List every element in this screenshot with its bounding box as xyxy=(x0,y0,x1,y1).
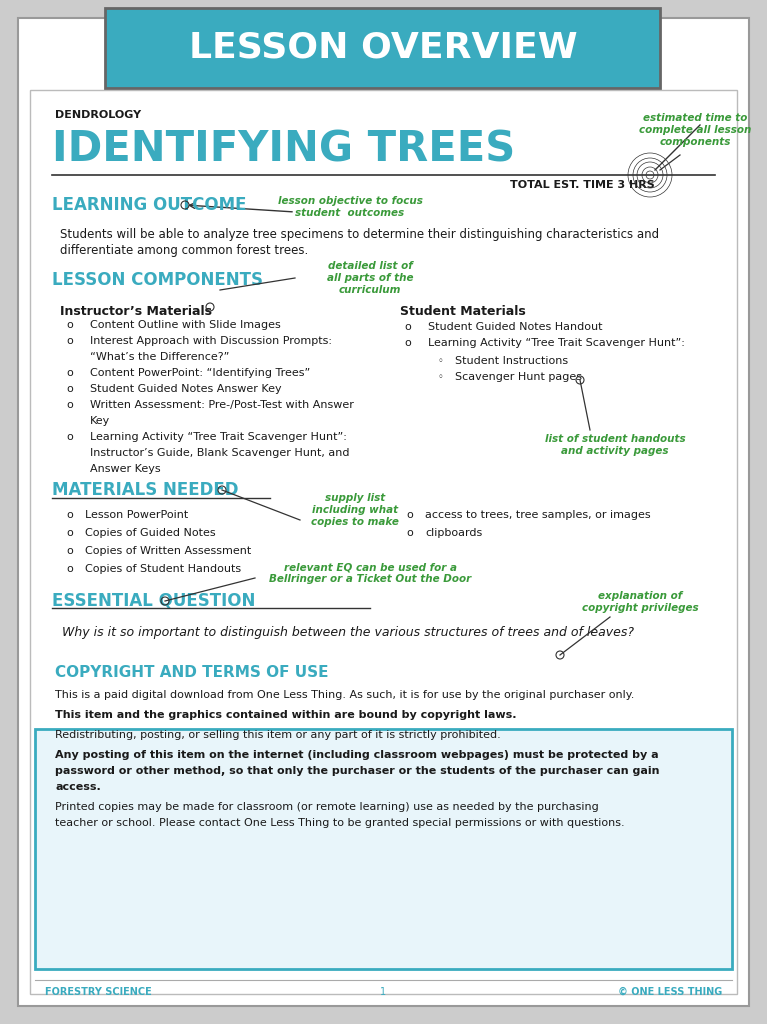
Text: Student Materials: Student Materials xyxy=(400,305,525,318)
Text: © ONE LESS THING: © ONE LESS THING xyxy=(617,987,722,997)
Text: This item and the graphics contained within are bound by copyright laws.: This item and the graphics contained wit… xyxy=(55,710,516,720)
Text: ◦: ◦ xyxy=(437,356,443,366)
Text: differentiate among common forest trees.: differentiate among common forest trees. xyxy=(60,244,308,257)
Text: Redistributing, posting, or selling this item or any part of it is strictly proh: Redistributing, posting, or selling this… xyxy=(55,730,501,740)
Text: Learning Activity “Tree Trait Scavenger Hunt”:: Learning Activity “Tree Trait Scavenger … xyxy=(90,432,347,442)
Text: Content PowerPoint: “Identifying Trees”: Content PowerPoint: “Identifying Trees” xyxy=(90,368,310,378)
Text: Learning Activity “Tree Trait Scavenger Hunt”:: Learning Activity “Tree Trait Scavenger … xyxy=(428,338,685,348)
Text: Written Assessment: Pre-/Post-Test with Answer: Written Assessment: Pre-/Post-Test with … xyxy=(90,400,354,410)
Text: estimated time to
complete all lesson
components: estimated time to complete all lesson co… xyxy=(639,114,751,146)
Text: Copies of Student Handouts: Copies of Student Handouts xyxy=(85,564,241,574)
Text: LESSON OVERVIEW: LESSON OVERVIEW xyxy=(189,31,578,65)
Text: o: o xyxy=(67,384,74,394)
Text: lesson objective to focus
student  outcomes: lesson objective to focus student outcom… xyxy=(278,197,423,218)
Text: o: o xyxy=(67,528,74,538)
Text: o: o xyxy=(67,564,74,574)
Text: Student Guided Notes Handout: Student Guided Notes Handout xyxy=(428,322,603,332)
Text: Students will be able to analyze tree specimens to determine their distinguishin: Students will be able to analyze tree sp… xyxy=(60,228,659,241)
Text: ESSENTIAL QUESTION: ESSENTIAL QUESTION xyxy=(52,591,255,609)
Text: o: o xyxy=(405,338,411,348)
Text: explanation of
copyright privileges: explanation of copyright privileges xyxy=(581,591,698,612)
Text: Answer Keys: Answer Keys xyxy=(90,464,160,474)
Text: TOTAL EST. TIME 3 HRS: TOTAL EST. TIME 3 HRS xyxy=(510,180,655,190)
Text: DENDROLOGY: DENDROLOGY xyxy=(55,110,141,120)
Text: o: o xyxy=(407,510,413,520)
Text: Copies of Guided Notes: Copies of Guided Notes xyxy=(85,528,216,538)
Text: Scavenger Hunt pages: Scavenger Hunt pages xyxy=(455,372,582,382)
Text: Student Instructions: Student Instructions xyxy=(455,356,568,366)
Text: Why is it so important to distinguish between the various structures of trees an: Why is it so important to distinguish be… xyxy=(62,626,634,639)
Text: LEARNING OUTCOME: LEARNING OUTCOME xyxy=(52,196,246,214)
Text: COPYRIGHT AND TERMS OF USE: COPYRIGHT AND TERMS OF USE xyxy=(55,665,328,680)
Text: access to trees, tree samples, or images: access to trees, tree samples, or images xyxy=(425,510,650,520)
Text: Instructor’s Materials: Instructor’s Materials xyxy=(60,305,212,318)
Text: LESSON COMPONENTS: LESSON COMPONENTS xyxy=(52,271,263,289)
Text: Student Guided Notes Answer Key: Student Guided Notes Answer Key xyxy=(90,384,281,394)
Text: password or other method, so that only the purchaser or the students of the purc: password or other method, so that only t… xyxy=(55,766,660,776)
Text: supply list
including what
copies to make: supply list including what copies to mak… xyxy=(311,494,399,526)
Text: Content Outline with Slide Images: Content Outline with Slide Images xyxy=(90,319,281,330)
Text: Instructor’s Guide, Blank Scavenger Hunt, and: Instructor’s Guide, Blank Scavenger Hunt… xyxy=(90,449,350,458)
Text: list of student handouts
and activity pages: list of student handouts and activity pa… xyxy=(545,434,685,456)
Text: o: o xyxy=(67,400,74,410)
Text: Any posting of this item on the internet (including classroom webpages) must be : Any posting of this item on the internet… xyxy=(55,750,659,760)
Bar xyxy=(30,90,737,994)
Text: access.: access. xyxy=(55,782,100,792)
Text: Interest Approach with Discussion Prompts:: Interest Approach with Discussion Prompt… xyxy=(90,336,332,346)
Text: FORESTRY SCIENCE: FORESTRY SCIENCE xyxy=(45,987,152,997)
Bar xyxy=(35,729,732,969)
Text: o: o xyxy=(67,510,74,520)
Text: MATERIALS NEEDED: MATERIALS NEEDED xyxy=(52,481,239,499)
Text: IDENTIFYING TREES: IDENTIFYING TREES xyxy=(52,129,515,171)
Text: o: o xyxy=(67,546,74,556)
Text: clipboards: clipboards xyxy=(425,528,482,538)
Text: Copies of Written Assessment: Copies of Written Assessment xyxy=(85,546,252,556)
Text: Lesson PowerPoint: Lesson PowerPoint xyxy=(85,510,188,520)
Bar xyxy=(105,8,660,88)
Text: Printed copies may be made for classroom (or remote learning) use as needed by t: Printed copies may be made for classroom… xyxy=(55,802,599,812)
Text: 1: 1 xyxy=(380,987,387,997)
Text: This is a paid digital download from One Less Thing. As such, it is for use by t: This is a paid digital download from One… xyxy=(55,690,634,700)
Text: o: o xyxy=(407,528,413,538)
Text: o: o xyxy=(405,322,411,332)
Text: ◦: ◦ xyxy=(437,372,443,382)
Text: teacher or school. Please contact One Less Thing to be granted special permissio: teacher or school. Please contact One Le… xyxy=(55,818,624,828)
Text: o: o xyxy=(67,319,74,330)
Text: detailed list of
all parts of the
curriculum: detailed list of all parts of the curric… xyxy=(327,261,413,295)
Text: o: o xyxy=(67,336,74,346)
Text: Key: Key xyxy=(90,416,110,426)
Text: o: o xyxy=(67,368,74,378)
Text: relevant EQ can be used for a
Bellringer or a Ticket Out the Door: relevant EQ can be used for a Bellringer… xyxy=(269,562,471,584)
Text: “What’s the Difference?”: “What’s the Difference?” xyxy=(90,352,229,362)
Text: o: o xyxy=(67,432,74,442)
